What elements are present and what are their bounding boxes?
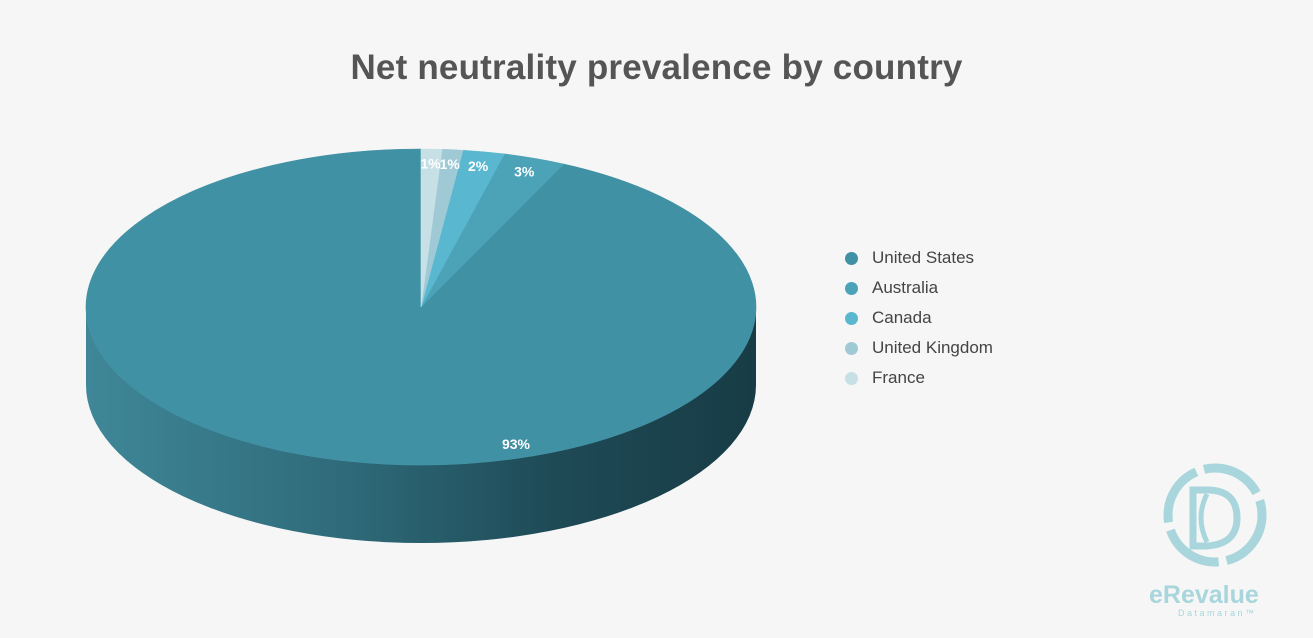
legend-swatch-australia — [845, 281, 858, 295]
legend-swatch-united-kingdom — [845, 341, 858, 355]
data-label-canada: 2% — [468, 158, 489, 174]
pie-slice-france — [420, 148, 443, 308]
data-label-united-states: 93% — [502, 436, 531, 452]
legend-label-united-states: United States — [872, 248, 975, 267]
chart-legend: United States Australia Canada United Ki… — [845, 243, 993, 393]
data-label-france: 1% — [420, 155, 441, 171]
legend-item-united-states: United States — [845, 243, 993, 273]
legend-swatch-canada — [845, 311, 858, 325]
legend-item-australia: Australia — [845, 273, 993, 303]
chart-title: Net neutrality prevalence by country — [350, 48, 963, 87]
erevalue-logo: eRevalue Datamaran™ — [1149, 463, 1267, 618]
legend-item-france: France — [845, 363, 993, 393]
brand-tagline: Datamaran™ — [1178, 608, 1257, 618]
pie-chart: 93% 3% 2% 1%1% — [85, 148, 757, 543]
pie-side-wall — [86, 307, 756, 543]
logo-emblem-icon — [1163, 463, 1267, 567]
legend-label-france: France — [872, 368, 925, 387]
data-label-united-kingdom: 1% — [440, 156, 461, 172]
legend-item-canada: Canada — [845, 303, 993, 333]
legend-item-united-kingdom: United Kingdom — [845, 333, 993, 363]
legend-label-canada: Canada — [872, 308, 932, 327]
legend-swatch-united-states — [845, 251, 858, 265]
pie-top-face — [85, 148, 757, 466]
data-label-australia: 3% — [514, 164, 535, 180]
legend-label-united-kingdom: United Kingdom — [872, 338, 993, 357]
pie-data-labels: 93% 3% 2% 1%1% — [420, 155, 534, 452]
legend-swatch-france — [845, 371, 858, 385]
brand-name: eRevalue — [1149, 581, 1259, 609]
pie-side-wall-shape — [86, 307, 756, 543]
legend-label-australia: Australia — [872, 278, 939, 297]
